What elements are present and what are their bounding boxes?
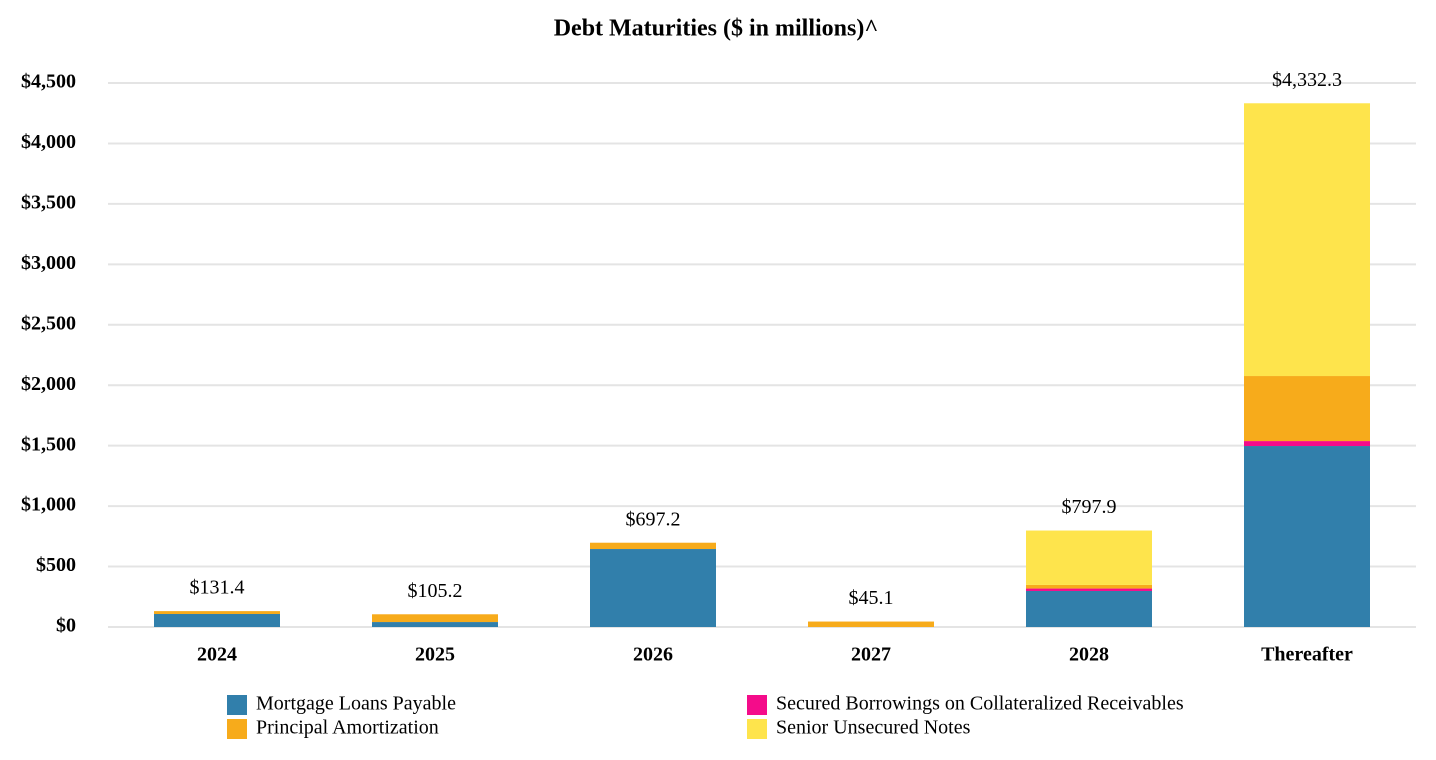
bar-segment: [154, 611, 280, 615]
bar-segment: [1244, 446, 1370, 627]
y-tick-label: $0: [56, 615, 76, 637]
legend-label: Senior Unsecured Notes: [776, 717, 971, 739]
y-tick-label: $500: [36, 554, 76, 576]
bar-segment: [808, 621, 934, 627]
y-tick-label: $3,000: [21, 252, 76, 274]
bar-segment: [1244, 441, 1370, 447]
y-tick-label: $1,000: [21, 494, 76, 516]
bar-segment: [1244, 103, 1370, 377]
total-label: $131.4: [190, 577, 245, 599]
y-tick-label: $4,500: [21, 71, 76, 93]
legend-swatch: [747, 719, 767, 739]
legend-swatch: [227, 695, 247, 715]
bar-segment: [372, 622, 498, 627]
total-label: $45.1: [849, 587, 894, 609]
y-tick-label: $3,500: [21, 191, 76, 213]
bar-segment: [590, 542, 716, 550]
total-label: $797.9: [1062, 496, 1117, 518]
x-tick-label: Thereafter: [1261, 644, 1353, 666]
x-tick-label: 2026: [633, 644, 673, 666]
bar-segment: [590, 549, 716, 627]
bar-segment: [1244, 376, 1370, 442]
bar-segment: [1026, 584, 1152, 589]
legend-label: Principal Amortization: [256, 717, 439, 739]
total-label: $105.2: [408, 580, 463, 602]
x-tick-label: 2028: [1069, 644, 1109, 666]
x-tick-label: 2027: [851, 644, 891, 666]
chart-title: Debt Maturities ($ in millions)^: [554, 16, 879, 42]
y-tick-label: $1,500: [21, 433, 76, 455]
legend-label: Secured Borrowings on Collateralized Rec…: [776, 693, 1184, 715]
total-label: $697.2: [626, 508, 681, 530]
legend-label: Mortgage Loans Payable: [256, 693, 456, 715]
bar-segment: [154, 614, 280, 627]
x-tick-label: 2024: [197, 644, 237, 666]
y-tick-label: $2,000: [21, 373, 76, 395]
bar-segment: [372, 614, 498, 623]
total-label: $4,332.3: [1272, 69, 1342, 91]
legend-swatch: [227, 719, 247, 739]
x-tick-label: 2025: [415, 644, 455, 666]
y-tick-label: $2,500: [21, 312, 76, 334]
bar-segment: [1026, 590, 1152, 627]
legend-swatch: [747, 695, 767, 715]
y-tick-label: $4,000: [21, 131, 76, 153]
bar-segment: [1026, 530, 1152, 585]
bar-segment: [1026, 588, 1152, 591]
